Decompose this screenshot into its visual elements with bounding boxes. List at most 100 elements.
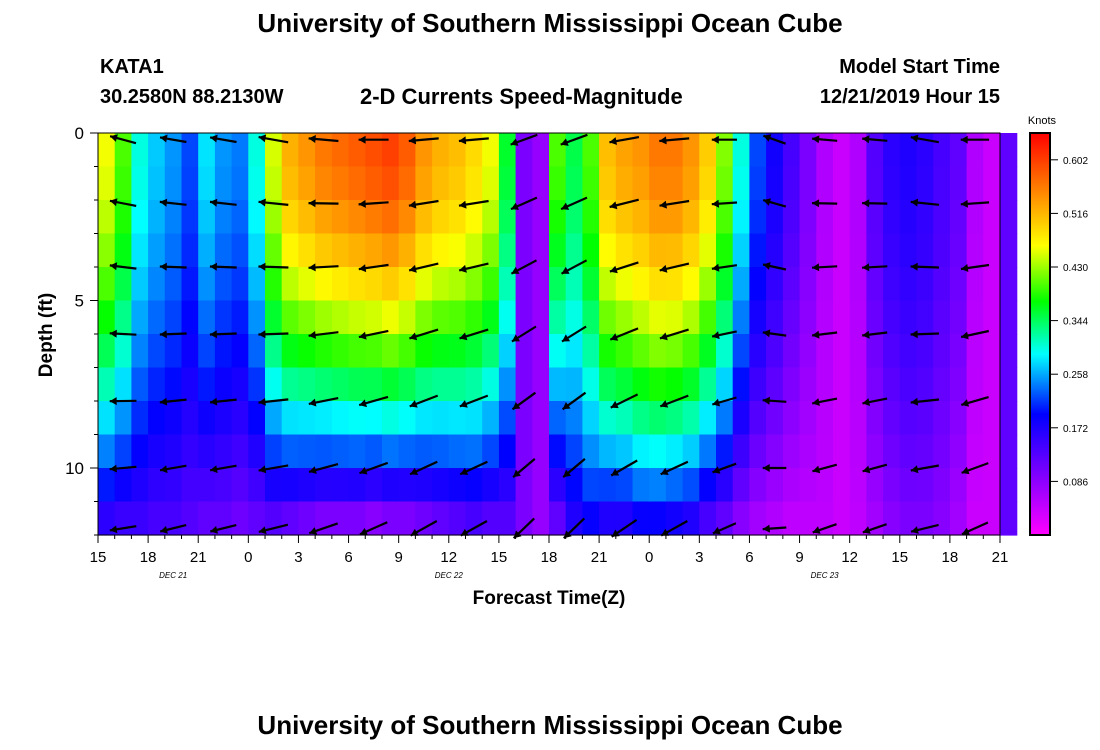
- heat-cell: [549, 334, 567, 369]
- heat-cell: [281, 334, 299, 369]
- heat-cell: [114, 468, 132, 503]
- heat-cell: [1000, 434, 1018, 469]
- heat-cell: [816, 367, 834, 402]
- current-arrow: [358, 395, 389, 408]
- heat-cell: [732, 401, 750, 436]
- heat-cell: [899, 166, 918, 201]
- heat-cell: [565, 267, 583, 302]
- x-tick-label: 0: [645, 549, 653, 566]
- heat-cell: [265, 267, 283, 302]
- heat-cell: [432, 133, 450, 168]
- heat-cell: [949, 367, 968, 402]
- heat-cell: [465, 401, 483, 436]
- heat-cell: [916, 200, 934, 235]
- current-arrow: [763, 134, 786, 145]
- heat-cell: [665, 300, 684, 335]
- heat-cell: [649, 367, 667, 402]
- heat-cell: [565, 166, 583, 201]
- heat-cell: [766, 267, 784, 302]
- heat-cell: [766, 334, 784, 369]
- heat-cell: [565, 501, 583, 536]
- y-axis: 0 5 10: [65, 124, 98, 536]
- heat-cell: [331, 334, 350, 369]
- heat-cell: [164, 166, 183, 201]
- heat-cell: [565, 367, 583, 402]
- current-arrow: [560, 259, 588, 275]
- heat-cell: [331, 468, 350, 503]
- heat-cell: [1000, 468, 1018, 503]
- heat-cell: [281, 501, 299, 536]
- heat-cell: [148, 401, 166, 436]
- heat-cell: [131, 133, 149, 168]
- heat-cell: [398, 233, 416, 268]
- heat-cell: [816, 166, 834, 201]
- heat-cell: [615, 200, 634, 235]
- current-arrow: [910, 523, 939, 534]
- x-tick-label: 18: [140, 549, 157, 566]
- heat-cell: [131, 233, 149, 268]
- heat-cell: [231, 367, 249, 402]
- heat-cell: [331, 300, 350, 335]
- current-arrow: [410, 520, 438, 537]
- current-arrow: [308, 135, 339, 143]
- current-arrow: [159, 134, 187, 144]
- heat-cell: [799, 166, 817, 201]
- heat-cell: [415, 401, 433, 436]
- heat-cell: [98, 233, 116, 268]
- heat-cell: [599, 468, 617, 503]
- heat-cell: [866, 133, 884, 168]
- heat-cell: [665, 334, 684, 369]
- heat-cell: [198, 501, 216, 536]
- heat-cell: [482, 200, 500, 235]
- current-arrow: [862, 397, 888, 406]
- heat-cell: [265, 233, 283, 268]
- heat-cell: [883, 367, 901, 402]
- heat-cell: [632, 501, 650, 536]
- current-arrow: [862, 523, 887, 534]
- heat-cell: [365, 434, 383, 469]
- heat-cell: [532, 166, 550, 201]
- heat-cell: [833, 300, 851, 335]
- heat-cell: [515, 166, 533, 201]
- heat-cell: [632, 434, 650, 469]
- heat-cell: [214, 401, 233, 436]
- current-arrow: [308, 199, 339, 208]
- heat-cell: [766, 200, 784, 235]
- heat-cell: [231, 501, 249, 536]
- heat-cell: [565, 200, 583, 235]
- heat-cell: [365, 166, 383, 201]
- current-arrow: [711, 263, 738, 272]
- heat-cell: [331, 367, 350, 402]
- current-arrow: [560, 133, 588, 146]
- heat-cell: [198, 300, 216, 335]
- heat-cell: [432, 300, 450, 335]
- heat-cell: [465, 233, 483, 268]
- heat-cell: [265, 367, 283, 402]
- heat-cell: [665, 401, 684, 436]
- current-arrow: [359, 521, 388, 536]
- heat-cell: [849, 334, 867, 369]
- heat-cell: [181, 233, 199, 268]
- heat-cell: [699, 401, 717, 436]
- heat-cell: [515, 501, 533, 536]
- heat-cell: [181, 401, 199, 436]
- heat-cell: [315, 468, 333, 503]
- heat-cell: [799, 367, 817, 402]
- current-arrow: [762, 464, 787, 472]
- heat-cell: [749, 401, 767, 436]
- heat-cell: [98, 434, 116, 469]
- heat-cell: [716, 300, 734, 335]
- heat-cell: [114, 434, 132, 469]
- heat-cell: [398, 367, 416, 402]
- heat-cell: [732, 233, 750, 268]
- heat-cell: [348, 133, 366, 168]
- heat-cell: [849, 401, 867, 436]
- heat-cell: [382, 401, 400, 436]
- heat-cell: [131, 401, 149, 436]
- heat-cell: [532, 200, 550, 235]
- heat-cell: [966, 267, 984, 302]
- heat-cell: [365, 300, 383, 335]
- heat-cell: [632, 133, 650, 168]
- heat-cell: [732, 434, 750, 469]
- current-arrow: [258, 198, 289, 207]
